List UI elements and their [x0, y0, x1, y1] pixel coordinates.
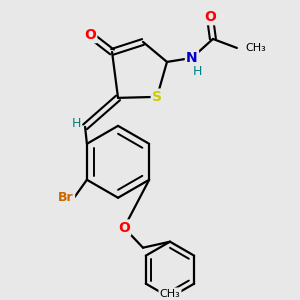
Text: O: O: [204, 10, 216, 24]
Text: N: N: [186, 51, 198, 65]
Text: CH₃: CH₃: [245, 43, 266, 53]
Text: Br: Br: [58, 191, 74, 204]
Text: O: O: [118, 221, 130, 235]
Text: H: H: [71, 117, 81, 130]
Text: O: O: [84, 28, 96, 42]
Text: CH₃: CH₃: [160, 289, 180, 298]
Text: S: S: [152, 90, 162, 104]
Text: H: H: [192, 65, 202, 78]
